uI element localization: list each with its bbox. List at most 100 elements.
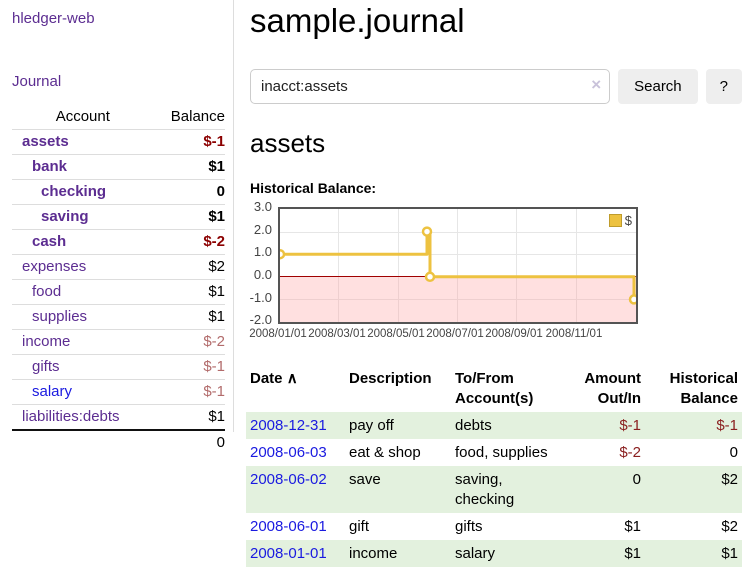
account-row: assets $-1 xyxy=(12,129,225,155)
chart-plot-area: $ xyxy=(278,207,638,324)
y-tick: 1.0 xyxy=(253,244,272,259)
account-balance: $1 xyxy=(153,279,225,305)
transaction-description: income xyxy=(349,545,398,562)
account-balance: $2 xyxy=(153,254,225,280)
search-input[interactable] xyxy=(250,69,611,104)
gridline xyxy=(516,209,517,322)
account-link-saving[interactable]: saving xyxy=(41,208,89,225)
account-balance: $-1 xyxy=(153,379,225,405)
transaction-amount: $1 xyxy=(624,545,641,562)
transaction-balance: $2 xyxy=(721,471,738,488)
transaction-accounts: debts xyxy=(455,417,492,434)
account-link-liabilities-debts[interactable]: liabilities:debts xyxy=(22,408,120,425)
chart-legend: $ xyxy=(608,213,632,228)
accounts-table: Account Balance assets $-1 bank $1 check… xyxy=(12,105,225,455)
gridline xyxy=(576,209,577,322)
account-link-income[interactable]: income xyxy=(22,333,71,350)
sidebar-item-journal[interactable]: Journal xyxy=(12,73,62,90)
account-balance: $1 xyxy=(153,154,225,180)
header-accounts: To/From Account(s) xyxy=(455,370,534,407)
accounts-total-row: 0 xyxy=(12,429,225,455)
accounts-total-balance: 0 xyxy=(153,429,225,455)
transaction-accounts: salary xyxy=(455,545,496,562)
header-balance: Historical Balance xyxy=(669,370,738,407)
gridline xyxy=(280,299,636,300)
account-row: checking 0 xyxy=(12,179,225,205)
transaction-balance: $1 xyxy=(721,545,738,562)
account-row: food $1 xyxy=(12,279,225,305)
sidebar: hledger-web Journal Account Balance asse… xyxy=(0,0,234,455)
search-form: × Search ? xyxy=(250,69,742,104)
header-date-label: Date xyxy=(250,370,283,387)
transaction-row[interactable]: 2008-01-01 income salary $1 $1 xyxy=(246,540,742,567)
account-link-supplies[interactable]: supplies xyxy=(32,308,88,325)
account-row: salary $-1 xyxy=(12,379,225,405)
transactions-table: Date ∧ Description To/From Account(s) Am… xyxy=(246,366,742,567)
page-title: sample.journal xyxy=(250,2,465,39)
account-balance: $1 xyxy=(153,204,225,230)
y-tick: -2.0 xyxy=(249,312,272,327)
transaction-amount: $-2 xyxy=(619,444,641,461)
x-tick: 2008/03/01 xyxy=(308,328,366,340)
transaction-row[interactable]: 2008-06-01 gift gifts $1 $2 xyxy=(246,513,742,540)
y-tick: 0.0 xyxy=(253,267,272,282)
header-date[interactable]: Date ∧ xyxy=(246,366,345,412)
transaction-accounts: saving, checking xyxy=(455,471,515,508)
y-tick: 2.0 xyxy=(253,222,272,237)
accounts-header-account: Account xyxy=(12,105,154,130)
legend-label: $ xyxy=(624,213,632,228)
transaction-amount: 0 xyxy=(632,471,641,488)
transaction-row[interactable]: 2008-12-31 pay off debts $-1 $-1 xyxy=(246,412,742,439)
account-link-gifts[interactable]: gifts xyxy=(32,358,60,375)
negative-region-shading xyxy=(280,277,636,322)
historical-balance-chart: 3.0 2.0 1.0 0.0 -1.0 -2.0 xyxy=(249,199,742,344)
x-tick: 2008/05/01 xyxy=(367,328,425,340)
transaction-date-link[interactable]: 2008-06-02 xyxy=(250,471,327,488)
app-title-link[interactable]: hledger-web xyxy=(12,10,95,27)
balance-line-series xyxy=(280,226,636,305)
gridline xyxy=(280,254,636,255)
transaction-date-link[interactable]: 2008-06-01 xyxy=(250,518,327,535)
header-description: Description xyxy=(349,370,432,387)
account-link-salary[interactable]: salary xyxy=(32,383,73,400)
transaction-amount: $1 xyxy=(624,518,641,535)
gridline xyxy=(457,209,458,322)
account-link-checking[interactable]: checking xyxy=(41,183,107,200)
transaction-description: pay off xyxy=(349,417,394,434)
account-balance: 0 xyxy=(153,179,225,205)
account-link-expenses[interactable]: expenses xyxy=(22,258,87,275)
transaction-accounts: gifts xyxy=(455,518,483,535)
account-row: supplies $1 xyxy=(12,304,225,330)
transaction-description: eat & shop xyxy=(349,444,421,461)
search-button[interactable]: Search xyxy=(618,69,698,104)
y-tick: -1.0 xyxy=(249,290,272,305)
account-row: cash $-2 xyxy=(12,229,225,255)
transaction-accounts: food, supplies xyxy=(455,444,548,461)
transaction-balance: $-1 xyxy=(716,417,738,434)
transaction-date-link[interactable]: 2008-06-03 xyxy=(250,444,327,461)
accounts-header-balance: Balance xyxy=(153,105,225,130)
account-row: income $-2 xyxy=(12,329,225,355)
transaction-row[interactable]: 2008-06-03 eat & shop food, supplies $-2… xyxy=(246,439,742,466)
transaction-description: gift xyxy=(349,518,370,535)
account-link-cash[interactable]: cash xyxy=(32,233,67,250)
account-link-bank[interactable]: bank xyxy=(32,158,68,175)
transaction-date-link[interactable]: 2008-01-01 xyxy=(250,545,327,562)
account-row: bank $1 xyxy=(12,154,225,180)
transaction-date-link[interactable]: 2008-12-31 xyxy=(250,417,327,434)
account-row: gifts $-1 xyxy=(12,354,225,380)
help-button[interactable]: ? xyxy=(705,69,742,104)
transaction-row[interactable]: 2008-06-02 save saving, checking 0 $2 xyxy=(246,466,742,513)
account-balance: $1 xyxy=(208,408,225,425)
legend-swatch-icon xyxy=(608,214,622,227)
register-account-heading: assets xyxy=(250,128,326,158)
gridline xyxy=(398,209,399,322)
chart-title: Historical Balance: xyxy=(250,180,377,196)
account-row: saving $1 xyxy=(12,204,225,230)
transaction-amount: $-1 xyxy=(619,417,641,434)
account-balance: $-2 xyxy=(153,329,225,355)
account-link-assets[interactable]: assets xyxy=(22,133,69,150)
account-link-food[interactable]: food xyxy=(32,283,62,300)
y-tick: 3.0 xyxy=(253,199,272,214)
clear-search-icon[interactable]: × xyxy=(591,75,602,94)
